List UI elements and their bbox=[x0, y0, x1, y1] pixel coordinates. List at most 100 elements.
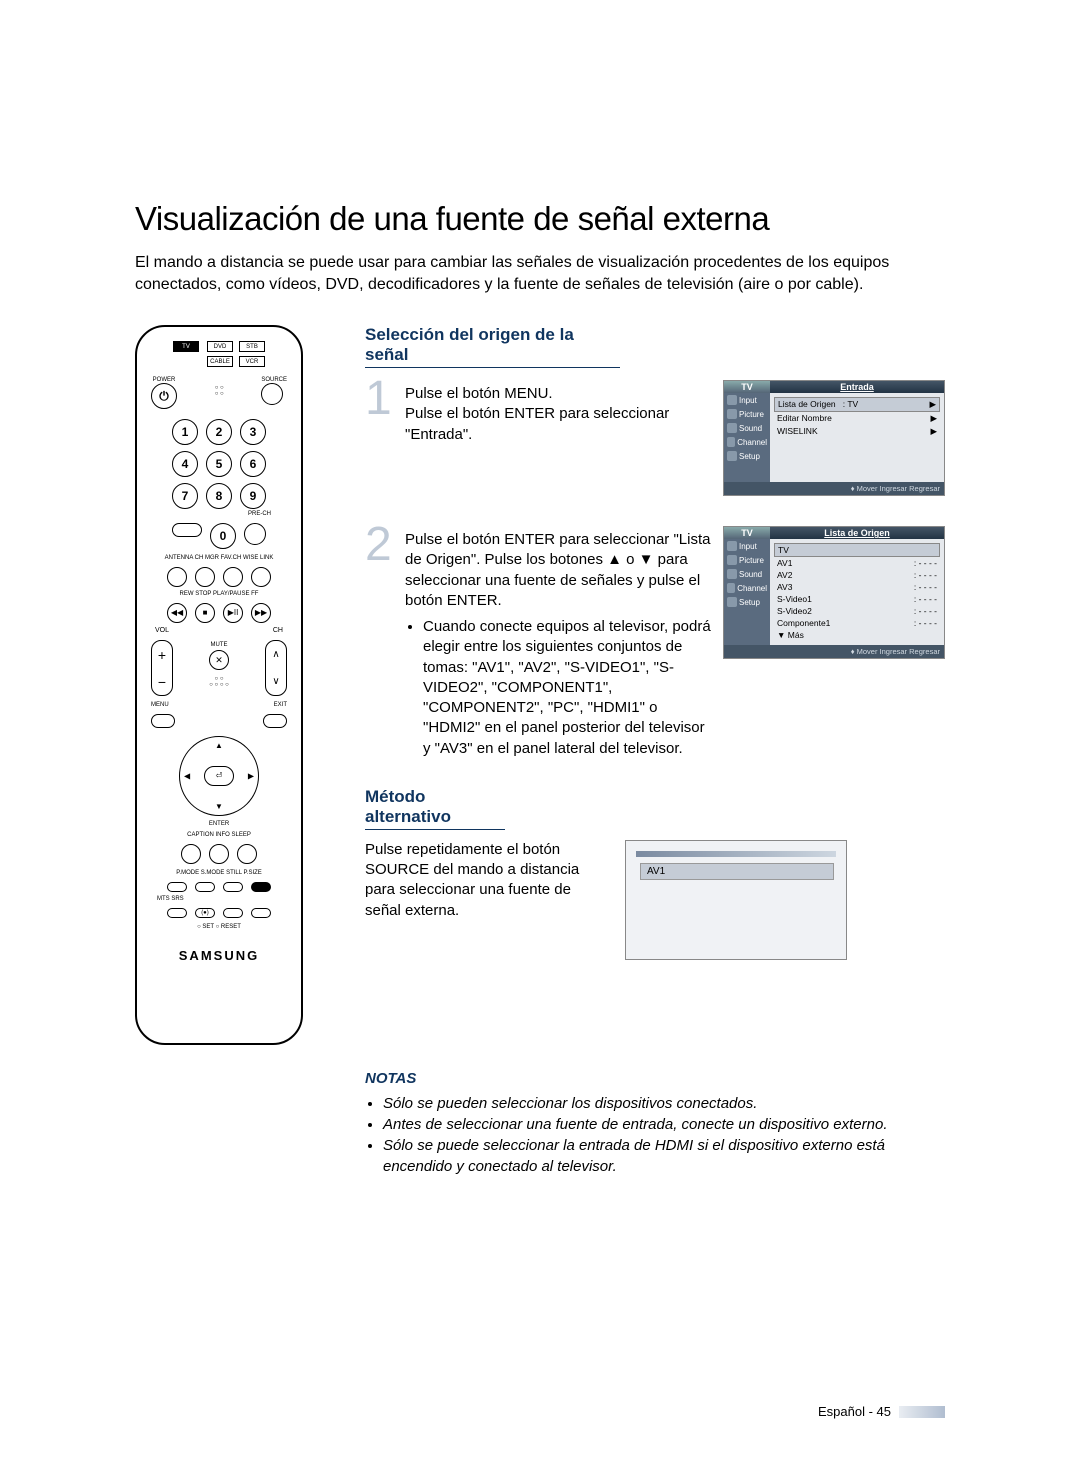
vcr-pill: VCR bbox=[239, 356, 265, 367]
alt-osd-box: AV1 bbox=[625, 840, 847, 960]
osd-side-channel: Channel bbox=[724, 435, 770, 449]
favch-button bbox=[223, 567, 243, 587]
page-footer: Español - 45 bbox=[818, 1404, 945, 1419]
osd2-title: Lista de Origen bbox=[770, 527, 944, 539]
alt-heading: Método alternativo bbox=[365, 787, 505, 830]
dpad: ▲ ▼ ◀ ▶ ⏎ ENTER bbox=[179, 736, 259, 816]
exit-label: EXIT bbox=[274, 702, 287, 708]
step1-number: 1 bbox=[365, 380, 395, 418]
osd2-tab: TV bbox=[724, 527, 770, 539]
dash-button bbox=[172, 523, 202, 537]
osd2-row-tv: TV bbox=[774, 543, 940, 557]
mute-label: MUTE bbox=[209, 642, 229, 648]
dvd-pill: DVD bbox=[207, 341, 233, 352]
info-button bbox=[209, 844, 229, 864]
smode-button bbox=[195, 882, 215, 892]
step2-bullet: Cuando conecte equipos al televisor, pod… bbox=[423, 617, 713, 759]
num-3: 3 bbox=[240, 419, 266, 445]
osd2-side-sound: Sound bbox=[724, 567, 770, 581]
num-0: 0 bbox=[210, 523, 236, 549]
osd2-row-comp1: Componente1: - - - - bbox=[774, 617, 940, 629]
mts-button bbox=[167, 908, 187, 918]
enter-label: ENTER bbox=[209, 821, 229, 827]
osd2-row-mas: ▼ Más bbox=[774, 629, 940, 641]
wiselink-button bbox=[251, 567, 271, 587]
intro-text: El mando a distancia se puede usar para … bbox=[135, 252, 945, 295]
nota-1: Sólo se pueden seleccionar los dispositi… bbox=[383, 1093, 945, 1114]
osd-side-input: Input bbox=[724, 393, 770, 407]
page-title: Visualización de una fuente de señal ext… bbox=[135, 200, 945, 238]
osd2-footer: ♦ Mover Ingresar Regresar bbox=[724, 645, 944, 658]
num-8: 8 bbox=[206, 483, 232, 509]
step2-number: 2 bbox=[365, 526, 395, 564]
pmode-button bbox=[167, 882, 187, 892]
nota-2: Antes de seleccionar una fuente de entra… bbox=[383, 1114, 945, 1135]
set-reset-label: ○ SET ○ RESET bbox=[137, 924, 301, 930]
num-5: 5 bbox=[206, 451, 232, 477]
num-7: 7 bbox=[172, 483, 198, 509]
num-1: 1 bbox=[172, 419, 198, 445]
row-labels: ANTENNA CH MGR FAV.CH WISE LINK bbox=[137, 555, 301, 561]
osd2-row-sv1: S-Video1: - - - - bbox=[774, 593, 940, 605]
prech-label: PRE-CH bbox=[217, 511, 301, 517]
osd2-row-sv2: S-Video2: - - - - bbox=[774, 605, 940, 617]
osd2-row-av2: AV2: - - - - bbox=[774, 569, 940, 581]
osd2-side-picture: Picture bbox=[724, 553, 770, 567]
remote-control-diagram: TV DVD STB CABLE VCR POWER ⏻ ○ ○○ ○ SOUR… bbox=[135, 325, 303, 1045]
num-6: 6 bbox=[240, 451, 266, 477]
osd2-side-channel: Channel bbox=[724, 581, 770, 595]
osd1-row-wiselink: WISELINK▶ bbox=[774, 425, 940, 438]
step1-text: Pulse el botón MENU.Pulse el botón ENTER… bbox=[405, 380, 713, 445]
brand-label: SAMSUNG bbox=[137, 948, 301, 963]
srs-button: (●) bbox=[195, 908, 215, 918]
ch-label: CH bbox=[273, 627, 283, 634]
chmgr-button bbox=[195, 567, 215, 587]
extra1-button bbox=[223, 908, 243, 918]
mute-button: ✕ bbox=[209, 650, 229, 670]
page-number: Español - 45 bbox=[818, 1404, 891, 1419]
stop-button: ■ bbox=[195, 603, 215, 623]
sleep-button bbox=[237, 844, 257, 864]
osd-side-setup: Setup bbox=[724, 449, 770, 463]
psize-button bbox=[251, 882, 271, 892]
ch-rocker: ∧∨ bbox=[265, 640, 287, 696]
menu-label: MENU bbox=[151, 702, 169, 708]
cable-pill: CABLE bbox=[207, 356, 233, 367]
num-4: 4 bbox=[172, 451, 198, 477]
osd-side-sound: Sound bbox=[724, 421, 770, 435]
source-button bbox=[261, 383, 283, 405]
osd1-title: Entrada bbox=[770, 381, 944, 393]
source-label: SOURCE bbox=[261, 377, 287, 383]
osd-lista: TV Lista de Origen Input Picture Sound C… bbox=[723, 526, 945, 659]
prech-button bbox=[244, 523, 266, 545]
notas-heading: NOTAS bbox=[365, 1070, 945, 1087]
num-9: 9 bbox=[240, 483, 266, 509]
transport-labels: REW STOP PLAY/PAUSE FF bbox=[137, 591, 301, 597]
vol-rocker: +− bbox=[151, 640, 173, 696]
power-label: POWER bbox=[151, 377, 177, 383]
menu-button bbox=[151, 714, 175, 728]
ff-button: ▶▶ bbox=[251, 603, 271, 623]
osd1-tab: TV bbox=[724, 381, 770, 393]
osd-entrada: TV Entrada Input Picture Sound Channel S… bbox=[723, 380, 945, 496]
rew-button: ◀◀ bbox=[167, 603, 187, 623]
osd2-side-input: Input bbox=[724, 539, 770, 553]
alt-text: Pulse repetidamente el botón SOURCE del … bbox=[365, 840, 605, 921]
osd-side-picture: Picture bbox=[724, 407, 770, 421]
still-button bbox=[223, 882, 243, 892]
osd2-side-setup: Setup bbox=[724, 595, 770, 609]
vol-label: VOL bbox=[155, 627, 169, 634]
antenna-button bbox=[167, 567, 187, 587]
extra2-button bbox=[251, 908, 271, 918]
num-2: 2 bbox=[206, 419, 232, 445]
section1-heading: Selección del origen de la señal bbox=[365, 325, 620, 368]
osd2-row-av3: AV3: - - - - bbox=[774, 581, 940, 593]
step2-text: Pulse el botón ENTER para seleccionar "L… bbox=[405, 526, 713, 759]
nota-3: Sólo se puede seleccionar la entrada de … bbox=[383, 1135, 945, 1177]
exit-button bbox=[263, 714, 287, 728]
footer-bar bbox=[899, 1406, 945, 1418]
osd1-row-lista: Lista de Origen : TV▶ bbox=[774, 397, 940, 412]
play-button: ▶II bbox=[223, 603, 243, 623]
alt-osd-label: AV1 bbox=[640, 863, 834, 880]
pmode-row-labels: P.MODE S.MODE STILL P.SIZE bbox=[137, 870, 301, 876]
